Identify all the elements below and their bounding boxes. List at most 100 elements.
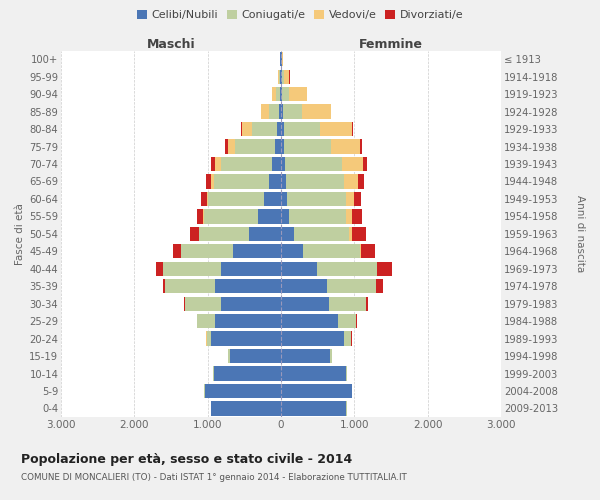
Bar <box>281 87 283 102</box>
Bar <box>205 384 281 398</box>
Bar <box>163 262 221 276</box>
Bar <box>211 174 214 188</box>
Bar <box>289 209 346 224</box>
Bar <box>229 349 230 364</box>
Bar <box>206 174 211 188</box>
Bar <box>281 262 317 276</box>
Y-axis label: Fasce di età: Fasce di età <box>15 203 25 265</box>
Bar <box>360 140 362 153</box>
Bar <box>284 140 331 153</box>
Bar <box>221 296 281 311</box>
Bar <box>190 226 199 241</box>
Bar <box>280 52 281 66</box>
Bar <box>280 87 281 102</box>
Bar <box>281 140 284 153</box>
Bar <box>282 52 283 66</box>
Bar <box>211 402 281 415</box>
Bar <box>226 140 228 153</box>
Bar <box>289 87 307 102</box>
Bar <box>163 279 165 293</box>
Bar <box>214 174 269 188</box>
Bar <box>228 140 235 153</box>
Bar <box>181 244 233 258</box>
Bar <box>281 332 344 346</box>
Bar <box>281 349 330 364</box>
Bar <box>282 70 284 84</box>
Bar <box>354 192 361 206</box>
Bar <box>278 70 279 84</box>
Bar <box>281 157 285 171</box>
Y-axis label: Anni di nascita: Anni di nascita <box>575 195 585 272</box>
Bar <box>352 122 353 136</box>
Bar <box>276 87 280 102</box>
Bar <box>279 104 281 119</box>
Bar <box>281 279 326 293</box>
Bar <box>185 296 221 311</box>
Bar <box>329 296 366 311</box>
Bar <box>281 174 286 188</box>
Text: Maschi: Maschi <box>147 38 196 51</box>
Bar <box>214 366 281 380</box>
Bar <box>376 279 383 293</box>
Bar <box>281 314 338 328</box>
Bar <box>253 122 277 136</box>
Bar <box>215 279 281 293</box>
Bar <box>241 122 242 136</box>
Bar <box>352 226 367 241</box>
Bar <box>208 192 264 206</box>
Bar <box>281 244 302 258</box>
Bar <box>346 192 354 206</box>
Bar <box>361 244 375 258</box>
Bar <box>285 157 341 171</box>
Bar <box>344 174 358 188</box>
Bar <box>281 226 294 241</box>
Bar <box>207 192 208 206</box>
Bar <box>320 122 352 136</box>
Bar <box>279 70 280 84</box>
Text: Popolazione per età, sesso e stato civile - 2014: Popolazione per età, sesso e stato civil… <box>21 452 352 466</box>
Bar <box>230 349 281 364</box>
Bar <box>287 192 346 206</box>
Bar <box>211 332 281 346</box>
Text: Femmine: Femmine <box>359 38 423 51</box>
Bar <box>269 174 281 188</box>
Bar <box>272 157 281 171</box>
Bar <box>277 122 281 136</box>
Bar <box>242 122 253 136</box>
Bar <box>330 349 332 364</box>
Bar <box>197 209 203 224</box>
Bar <box>363 157 367 171</box>
Bar <box>259 209 281 224</box>
Bar <box>269 104 279 119</box>
Bar <box>184 296 185 311</box>
Bar <box>281 209 289 224</box>
Bar <box>359 244 361 258</box>
Bar <box>221 157 272 171</box>
Bar <box>204 209 259 224</box>
Bar <box>173 244 181 258</box>
Bar <box>284 70 289 84</box>
Bar <box>215 157 221 171</box>
Bar <box>165 279 215 293</box>
Bar <box>317 262 377 276</box>
Bar <box>206 332 211 346</box>
Bar <box>341 157 363 171</box>
Bar <box>326 279 376 293</box>
Bar <box>281 122 284 136</box>
Bar <box>272 87 276 102</box>
Bar <box>261 104 269 119</box>
Bar <box>302 244 359 258</box>
Bar <box>281 296 329 311</box>
Bar <box>331 140 360 153</box>
Bar <box>249 226 281 241</box>
Bar <box>280 70 281 84</box>
Bar <box>281 70 282 84</box>
Bar <box>281 402 346 415</box>
Bar <box>281 192 287 206</box>
Bar <box>283 104 302 119</box>
Bar <box>233 244 281 258</box>
Bar <box>338 314 356 328</box>
Bar <box>281 366 346 380</box>
Bar <box>356 314 357 328</box>
Bar <box>366 296 368 311</box>
